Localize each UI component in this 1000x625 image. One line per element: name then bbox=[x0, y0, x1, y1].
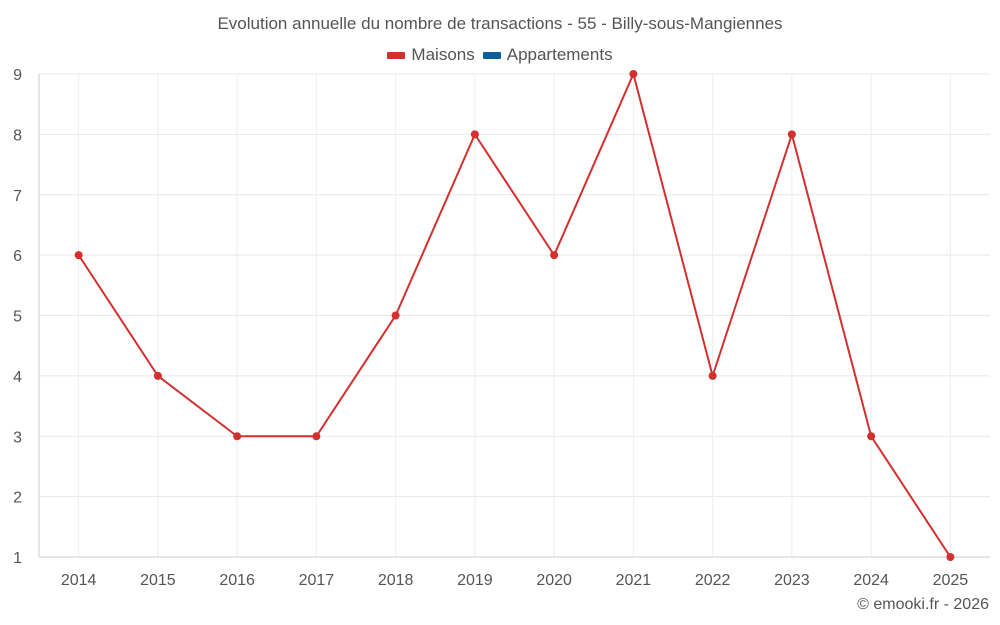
y-tick-label-1: 1 bbox=[13, 550, 22, 567]
y-tick-label-3: 3 bbox=[13, 429, 22, 446]
y-tick-label-9: 9 bbox=[13, 67, 22, 84]
data-point-maisons-2025 bbox=[946, 553, 955, 561]
data-point-maisons-2018 bbox=[391, 311, 400, 320]
y-tick-label-7: 7 bbox=[13, 188, 22, 205]
chart-title: Evolution annuelle du nombre de transact… bbox=[217, 14, 783, 33]
copyright-credit: © emooki.fr - 2026 bbox=[857, 596, 989, 613]
data-point-maisons-2020 bbox=[550, 251, 559, 260]
legend-item-appartements[interactable]: Appartements bbox=[482, 45, 613, 65]
x-tick-label-2014: 2014 bbox=[61, 572, 97, 589]
x-tick-label-2025: 2025 bbox=[933, 572, 969, 589]
x-tick-label-2018: 2018 bbox=[378, 572, 414, 589]
y-tick-label-5: 5 bbox=[13, 309, 22, 326]
data-point-maisons-2023 bbox=[787, 130, 796, 139]
y-tick-label-6: 6 bbox=[13, 248, 22, 265]
data-point-maisons-2015 bbox=[153, 371, 162, 380]
x-tick-label-2020: 2020 bbox=[536, 572, 572, 589]
data-point-maisons-2014 bbox=[74, 251, 83, 260]
y-tick-label-4: 4 bbox=[13, 369, 22, 386]
y-tick-label-2: 2 bbox=[13, 490, 22, 507]
x-tick-label-2017: 2017 bbox=[299, 572, 335, 589]
data-point-maisons-2021 bbox=[629, 70, 638, 78]
legend-swatch-appartements bbox=[482, 51, 501, 59]
data-point-maisons-2016 bbox=[233, 432, 242, 441]
x-tick-label-2015: 2015 bbox=[140, 572, 176, 589]
legend-label-maisons: Maisons bbox=[411, 45, 475, 64]
x-tick-label-2016: 2016 bbox=[219, 572, 255, 589]
series-line-maisons bbox=[77, 73, 952, 558]
data-point-maisons-2022 bbox=[708, 371, 717, 380]
x-tick-label-2022: 2022 bbox=[695, 572, 731, 589]
x-tick-label-2021: 2021 bbox=[616, 572, 652, 589]
legend-item-maisons[interactable]: Maisons bbox=[387, 45, 475, 65]
y-tick-label-8: 8 bbox=[13, 127, 22, 144]
data-point-maisons-2019 bbox=[470, 130, 479, 139]
x-tick-label-2024: 2024 bbox=[853, 572, 889, 589]
legend-swatch-maisons bbox=[387, 51, 406, 59]
legend: Maisons Appartements bbox=[0, 45, 1000, 65]
x-tick-label-2023: 2023 bbox=[774, 572, 810, 589]
legend-label-appartements: Appartements bbox=[506, 45, 613, 64]
x-tick-label-2019: 2019 bbox=[457, 572, 493, 589]
data-point-maisons-2024 bbox=[867, 432, 876, 441]
data-point-maisons-2017 bbox=[312, 432, 321, 441]
